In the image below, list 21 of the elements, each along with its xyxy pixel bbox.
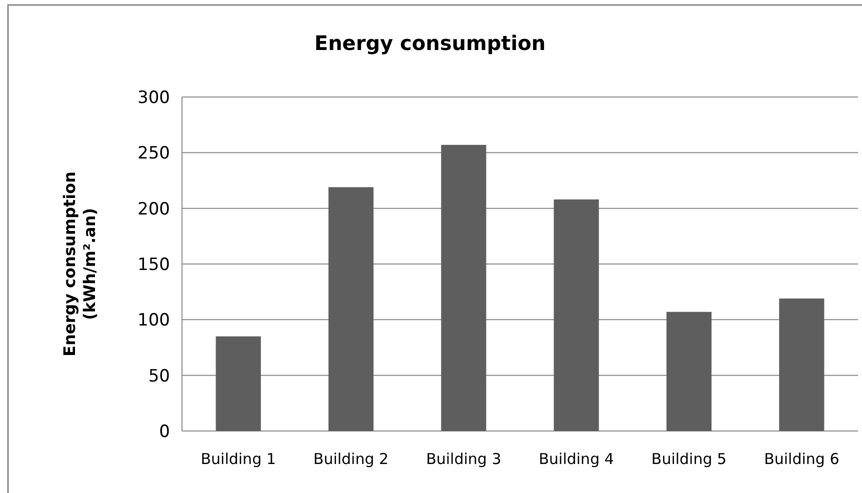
chart-title: Energy consumption — [314, 31, 546, 55]
y-tick-label: 0 — [159, 422, 170, 442]
bar — [666, 312, 712, 431]
y-tick-label: 300 — [138, 88, 170, 108]
x-tick-label: Building 5 — [651, 450, 727, 468]
x-tick-label: Building 1 — [200, 450, 276, 468]
bar — [216, 336, 261, 431]
x-tick-label: Building 2 — [313, 450, 389, 468]
x-tick-label: Building 3 — [426, 450, 502, 468]
x-tick-label: Building 4 — [538, 450, 614, 468]
bar — [554, 199, 599, 431]
bar — [441, 144, 486, 431]
y-tick-label: 50 — [148, 366, 170, 386]
y-tick-label: 100 — [138, 310, 170, 331]
x-tick-label: Building 6 — [764, 450, 840, 468]
y-axis-title: Energy consumption (kWh/m².an) — [60, 172, 99, 356]
y-tick-label: 200 — [138, 199, 170, 220]
y-tick-label: 150 — [138, 254, 170, 275]
bar — [328, 187, 374, 431]
bar — [779, 298, 824, 431]
y-tick-label: 250 — [138, 144, 170, 164]
